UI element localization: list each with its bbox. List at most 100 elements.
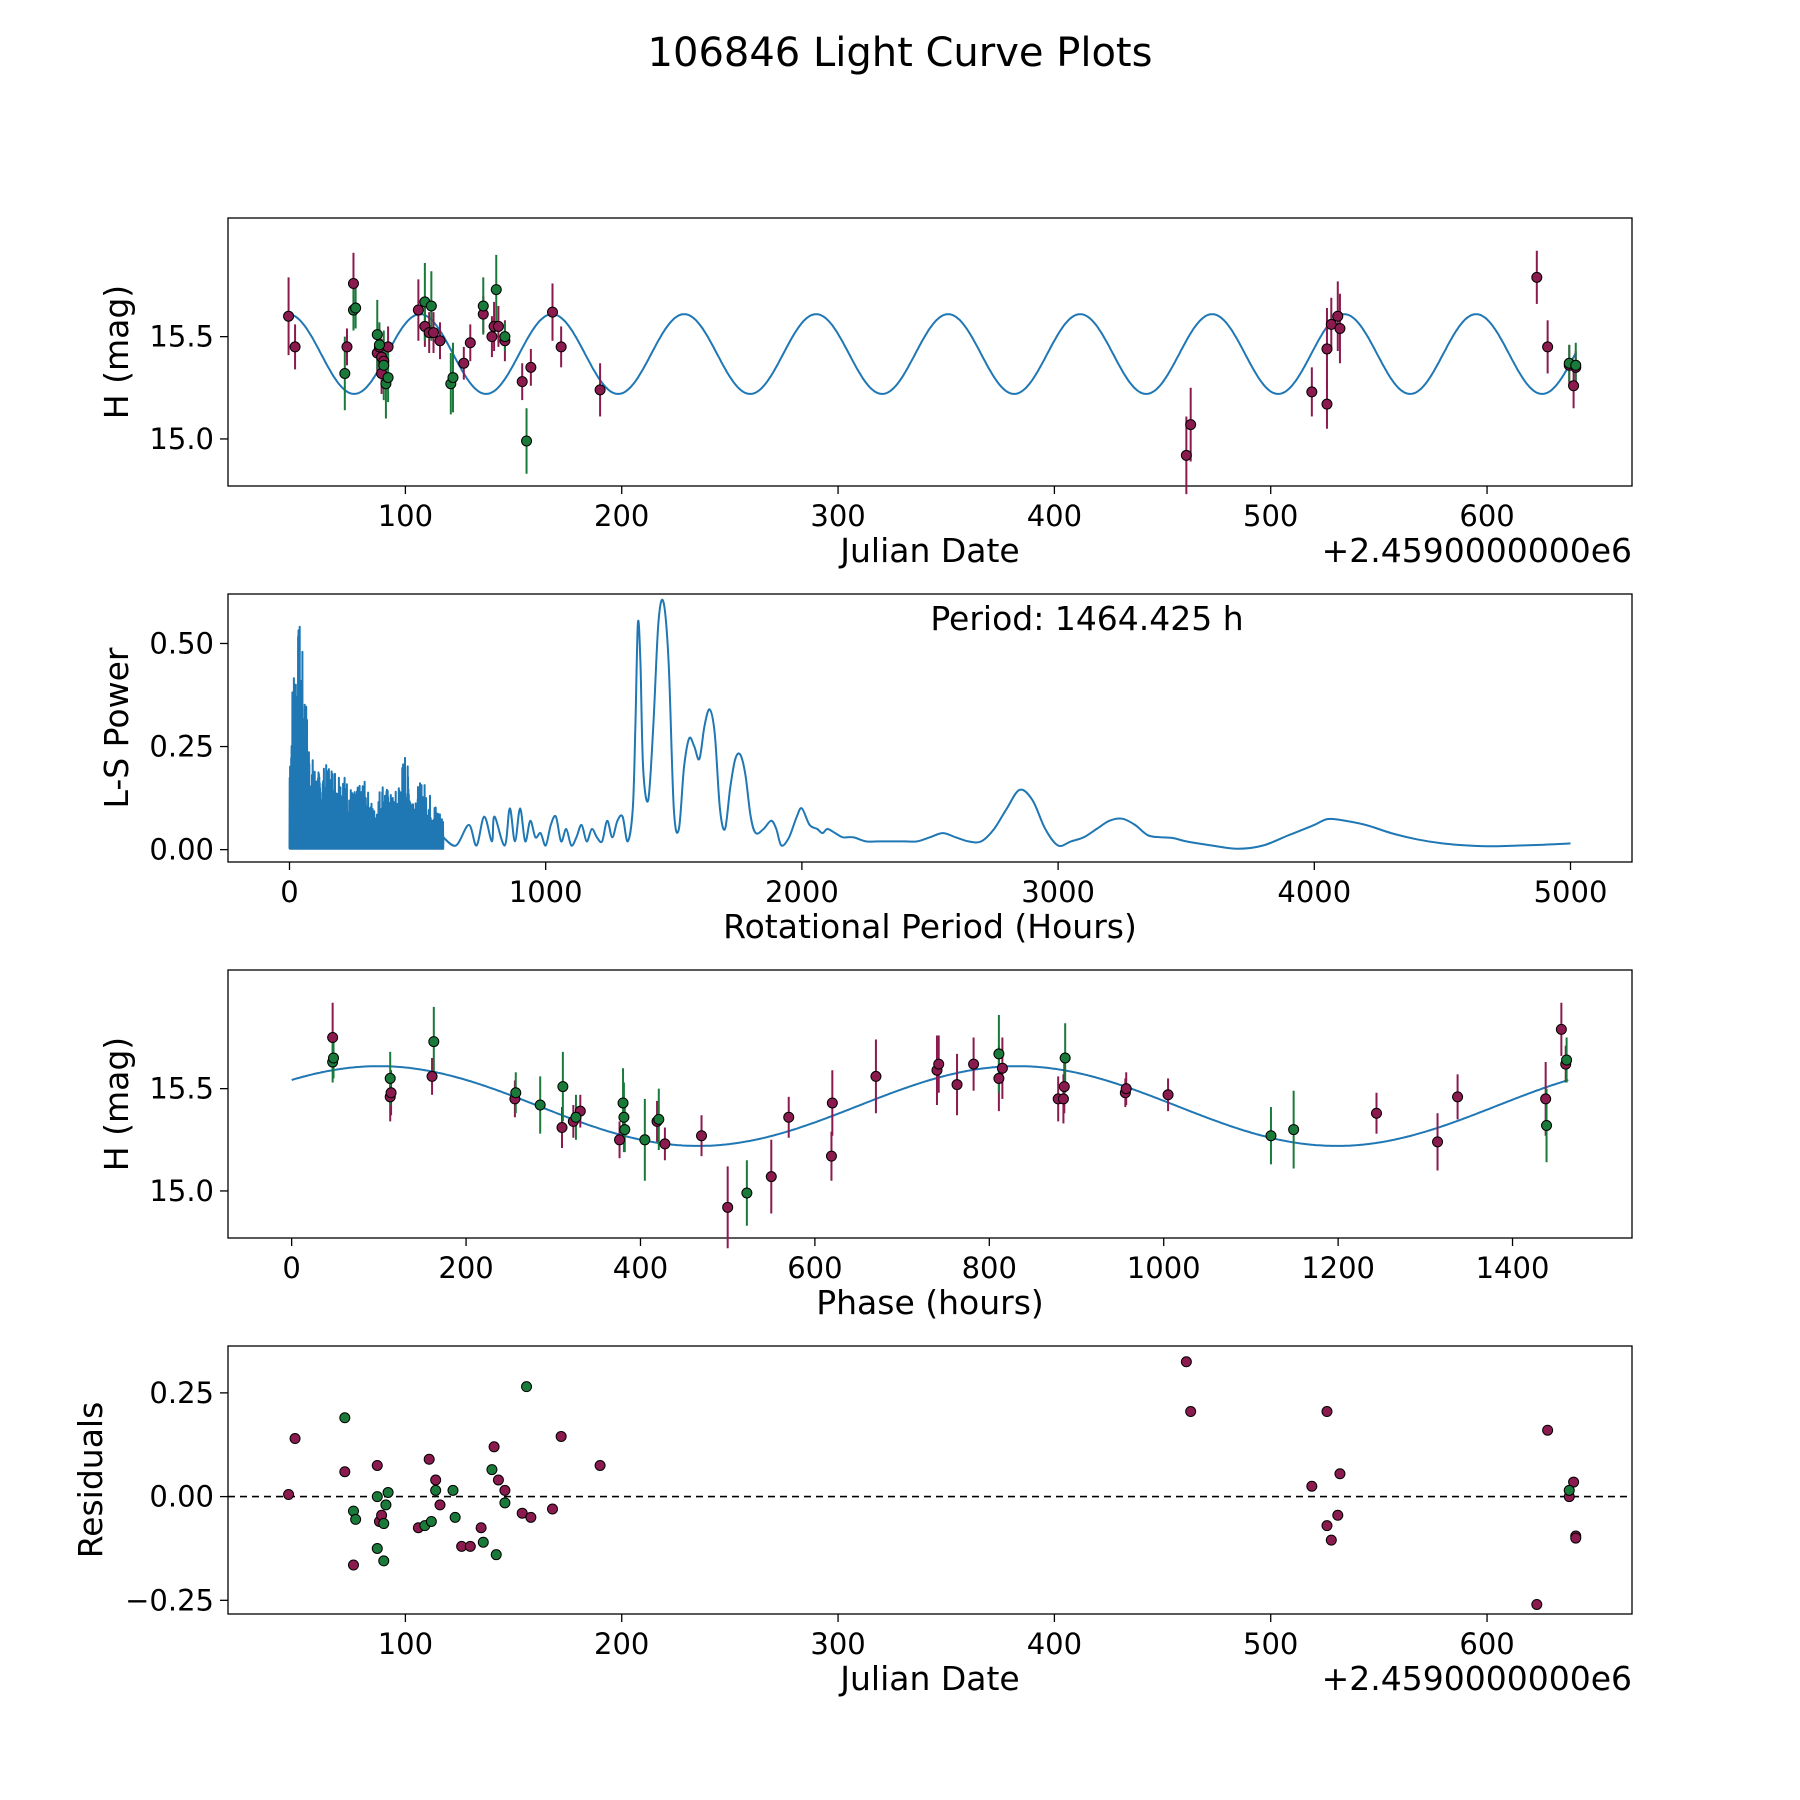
data-point-green [340, 1413, 350, 1423]
x-tick-label: 4000 [1277, 875, 1351, 909]
data-point-red [435, 1500, 445, 1510]
x-tick-label: 1000 [509, 875, 583, 909]
x-tick-label: 1200 [1301, 1251, 1375, 1285]
x-tick-label: 1400 [1476, 1251, 1550, 1285]
data-point-red [1058, 1094, 1068, 1104]
x-tick-label: 800 [962, 1251, 1017, 1285]
data-point-red [1371, 1108, 1381, 1118]
data-point-red [342, 342, 352, 352]
x-tick-label: 100 [378, 1627, 433, 1661]
data-point-red [290, 1434, 300, 1444]
data-point-red [1335, 1469, 1345, 1479]
data-point-red [1163, 1090, 1173, 1100]
data-point-green [620, 1125, 630, 1135]
x-tick-label: 0 [282, 1251, 300, 1285]
data-point-red [952, 1080, 962, 1090]
data-point-green [381, 1500, 391, 1510]
data-point-green [1542, 1120, 1552, 1130]
y-axis-label: H (mag) [97, 285, 136, 419]
data-point-red [547, 1504, 557, 1514]
data-point-red [1322, 399, 1332, 409]
data-point-red [557, 1123, 567, 1133]
data-point-green [448, 1485, 458, 1495]
data-point-red [1333, 1510, 1343, 1520]
data-point-red [465, 1541, 475, 1551]
data-point-red [1433, 1137, 1443, 1147]
panel-residuals: 100 200 300 400 500 600 −0.25 0.00 0.25 Julian Da… [71, 1346, 1632, 1698]
data-point-green [478, 301, 488, 311]
data-point-green [1266, 1131, 1276, 1141]
data-point-red [290, 342, 300, 352]
data-point-green [1571, 360, 1581, 370]
data-point-red [386, 1088, 396, 1098]
axes-frame [228, 218, 1632, 486]
data-point-red [340, 1467, 350, 1477]
x-tick-label: 500 [1243, 499, 1298, 533]
data-point-green [429, 1037, 439, 1047]
x-tick-label: 2000 [765, 875, 839, 909]
x-offset-label: +2.4590000000e6 [1322, 1659, 1632, 1698]
data-point-red [424, 1454, 434, 1464]
data-point-red [517, 377, 527, 387]
data-point-red [526, 362, 536, 372]
data-point-green [500, 332, 510, 342]
data-point-red [1059, 1082, 1069, 1092]
y-tick-label: 0.00 [149, 833, 214, 867]
data-point-green [329, 1053, 339, 1063]
y-tick-label: 0.25 [149, 730, 214, 764]
data-point-red [489, 1442, 499, 1452]
data-point-red [1322, 1407, 1332, 1417]
data-point-red [1121, 1084, 1131, 1094]
data-point-red [487, 332, 497, 342]
data-point-green [379, 1519, 389, 1529]
x-tick-label: 400 [1027, 1627, 1082, 1661]
x-tick-label: 200 [594, 1627, 649, 1661]
data-point-red [328, 1033, 338, 1043]
data-point-red [723, 1202, 733, 1212]
data-point-red [459, 358, 469, 368]
data-point-green [491, 1550, 501, 1560]
x-tick-label: 400 [1027, 499, 1082, 533]
data-point-red [429, 328, 439, 338]
x-tick-label: 3000 [1021, 875, 1095, 909]
data-point-red [500, 1485, 510, 1495]
data-point-green [522, 1382, 532, 1392]
data-point-green [448, 373, 458, 383]
x-tick-label: 400 [613, 1251, 668, 1285]
data-point-red [595, 385, 605, 395]
data-point-green [571, 1112, 581, 1122]
data-point-red [934, 1059, 944, 1069]
data-point-red [1326, 1535, 1336, 1545]
data-point-green [1289, 1125, 1299, 1135]
x-tick-label: 600 [787, 1251, 842, 1285]
y-axis-label: Residuals [71, 1402, 110, 1559]
data-point-red [1556, 1024, 1566, 1034]
data-point-green [487, 1465, 497, 1475]
x-axis-label: Phase (hours) [816, 1283, 1044, 1322]
y-tick-label: 0.50 [149, 626, 214, 660]
data-point-red [1181, 1357, 1191, 1367]
data-point-green [379, 1556, 389, 1566]
data-point-red [1322, 344, 1332, 354]
data-point-green [742, 1188, 752, 1198]
data-point-red [476, 1523, 486, 1533]
x-tick-label: 0 [280, 875, 298, 909]
data-point-red [1333, 311, 1343, 321]
x-tick-label: 500 [1243, 1627, 1298, 1661]
x-tick-label: 300 [810, 1627, 865, 1661]
data-point-green [535, 1100, 545, 1110]
periodogram-dense-region [290, 627, 444, 849]
data-point-green [383, 373, 393, 383]
y-tick-label: 0.25 [149, 1376, 214, 1410]
y-tick-label: 0.00 [149, 1480, 214, 1514]
data-point-red [615, 1135, 625, 1145]
data-point-red [427, 1071, 437, 1081]
data-point-green [558, 1082, 568, 1092]
y-tick-label: 15.0 [149, 422, 214, 456]
data-point-green [431, 1485, 441, 1495]
data-point-green [500, 1498, 510, 1508]
data-point-green [1564, 1485, 1574, 1495]
x-tick-label: 300 [810, 499, 865, 533]
data-point-red [431, 1475, 441, 1485]
x-tick-label: 200 [594, 499, 649, 533]
